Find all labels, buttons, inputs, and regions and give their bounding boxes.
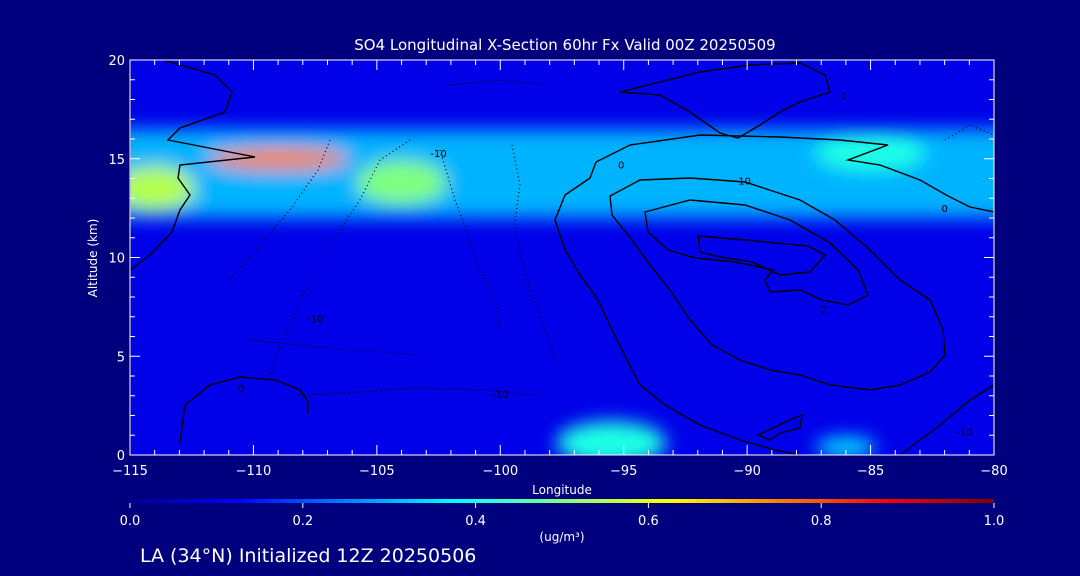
x-tick-label: −90 — [733, 464, 760, 479]
contour-label-8: 0 — [840, 92, 846, 103]
colorbar-tick-label: 0.0 — [120, 514, 141, 529]
contour-zero-lower-left — [179, 376, 309, 444]
x-tick-label: −100 — [482, 464, 518, 479]
contour-upper-right — [619, 62, 831, 139]
contour-dotted-5 — [299, 387, 541, 396]
contour-label-0: -10 — [430, 149, 446, 160]
heatmap-blob-1 — [208, 148, 349, 169]
contour-zero-upper — [595, 134, 994, 213]
contour-dotted-1 — [269, 139, 411, 376]
y-axis: 0 5 10 15 20 — [108, 54, 994, 464]
heatmap-blobs — [130, 129, 994, 455]
x-tick-label: −85 — [857, 464, 884, 479]
heatmap-background — [130, 60, 994, 455]
x-axis-label: Longitude — [532, 483, 592, 497]
heatmap-field — [130, 60, 994, 455]
x-tick-label: −110 — [236, 464, 272, 479]
contour-labels: -10 -10 -10 0 0 10 0 0 0 -10 — [238, 92, 973, 439]
x-tick-label: −95 — [610, 464, 637, 479]
colorbar-tick-label: 0.8 — [811, 514, 832, 529]
contour-dotted-7 — [449, 79, 551, 86]
contour-ten — [609, 177, 946, 391]
contour-label-4: 0 — [618, 161, 624, 172]
x-axis: −115 −110 −105 −100 −95 −90 −85 −80 — [112, 60, 1008, 479]
heatmap-blob-6 — [815, 437, 876, 455]
heatmap-blob-4 — [815, 134, 926, 171]
contour-label-9: -10 — [956, 427, 972, 438]
heatmap-blob-3 — [130, 166, 195, 211]
contour-label-2: -10 — [492, 390, 508, 401]
colorbar-unit: (ug/m³) — [539, 530, 584, 544]
contour-inner — [644, 199, 869, 306]
contour-zero-center — [554, 161, 801, 455]
contour-label-5: 10 — [738, 176, 751, 187]
colorbar — [130, 499, 994, 503]
chart-title: SO4 Longitudinal X-Section 60hr Fx Valid… — [354, 36, 775, 54]
colorbar-tick-label: 0.6 — [638, 514, 659, 529]
contour-label-1: -10 — [307, 315, 323, 326]
contour-dotted-4 — [511, 144, 556, 361]
heatmap-blob-5 — [556, 421, 667, 455]
contour-label-7: 0 — [941, 204, 947, 215]
x-tick-label: −105 — [359, 464, 395, 479]
y-tick-label: 0 — [117, 449, 125, 464]
y-tick-label: 5 — [117, 350, 125, 365]
y-tick-label: 10 — [108, 252, 125, 267]
contour-dotted — [224, 79, 994, 396]
contour-label-3: 0 — [238, 384, 244, 395]
contour-lower-right — [899, 384, 994, 455]
x-tick-label: −80 — [980, 464, 1007, 479]
colorbar-ticks: 0.0 0.2 0.4 0.6 0.8 1.0 — [120, 503, 1005, 529]
contour-lines — [130, 60, 994, 455]
contour-zero-left — [130, 60, 256, 271]
colorbar-tick-label: 0.4 — [465, 514, 486, 529]
contour-inner-2 — [697, 235, 827, 276]
y-axis-label: Altitude (km) — [86, 219, 100, 298]
contour-lower-small — [756, 413, 803, 441]
x-tick-label: −115 — [112, 464, 148, 479]
colorbar-tick-label: 1.0 — [984, 514, 1005, 529]
footer-caption: LA (34°N) Initialized 12Z 20250506 — [140, 545, 476, 567]
heatmap-blob-2 — [356, 160, 447, 205]
colorbar-tick-label: 0.2 — [292, 514, 313, 529]
y-tick-label: 20 — [108, 54, 125, 69]
contour-label-6: 0 — [820, 305, 826, 316]
y-tick-label: 15 — [108, 153, 125, 168]
